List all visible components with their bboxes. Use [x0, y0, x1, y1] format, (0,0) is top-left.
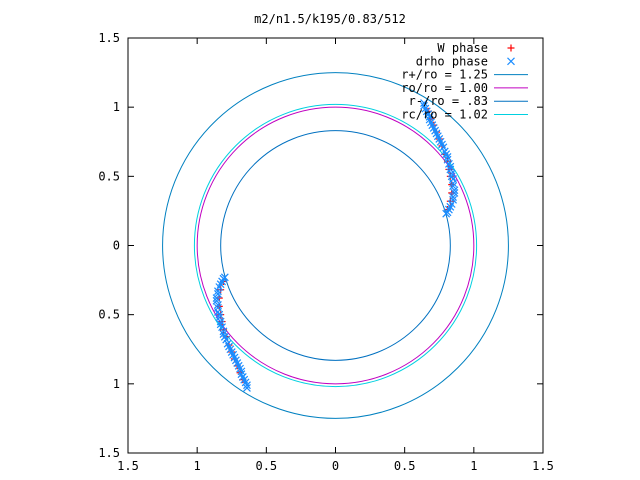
y-tick-label-3: 0: [113, 239, 120, 253]
circle-series-2: [220, 130, 451, 361]
point-1-23: [446, 165, 455, 174]
legend-label-1: drho phase: [416, 54, 488, 68]
point-1-27: [449, 179, 458, 188]
legend-label-0: W phase: [437, 41, 488, 55]
point-1-16: [439, 143, 448, 152]
x-tick-label-1: 1: [194, 459, 201, 473]
point-0-26: [217, 286, 225, 294]
point-1-54: [223, 339, 232, 348]
y-tick-label-2: 0.5: [98, 169, 120, 183]
point-0-22: [218, 318, 226, 326]
point-1-37: [442, 209, 451, 218]
point-1-60: [216, 320, 225, 329]
legend-label-2: r+/ro = 1.25: [401, 68, 488, 82]
point-1-65: [213, 303, 222, 312]
point-1-20: [443, 155, 452, 164]
point-1-58: [219, 327, 228, 336]
point-1-68: [212, 294, 221, 302]
point-0-12: [446, 197, 454, 205]
point-1-29: [450, 186, 459, 195]
x-tick-label-3: 0: [332, 459, 339, 473]
point-1-75: [220, 273, 229, 282]
point-1-19: [443, 153, 452, 161]
y-tick-label-5: 1: [113, 377, 120, 391]
point-1-66: [213, 301, 222, 309]
point-0-8: [445, 165, 453, 173]
y-tick-label-6: 1.5: [98, 446, 120, 460]
point-1-31: [449, 193, 458, 202]
point-1-70: [213, 287, 222, 296]
point-1-22: [446, 162, 455, 171]
point-1-61: [216, 317, 225, 326]
y-tick-label-4: 0.5: [98, 308, 120, 322]
y-tick-label-0: 1.5: [98, 31, 120, 45]
x-tick-label-6: 1.5: [532, 459, 554, 473]
y-tick-label-1: 1: [113, 100, 120, 114]
reference-circles: [162, 72, 509, 419]
point-1-69: [213, 289, 222, 298]
legend-label-3: ro/ro = 1.00: [401, 81, 488, 95]
point-1-32: [449, 195, 458, 204]
circle-series-0: [162, 72, 509, 419]
legend-label-4: r-/ro = .83: [409, 94, 488, 108]
point-1-67: [212, 296, 221, 305]
x-tick-label-0: 1.5: [117, 459, 139, 473]
point-1-57: [219, 330, 228, 338]
point-1-28: [449, 182, 458, 190]
legend-label-5: rc/ro = 1.02: [401, 108, 488, 122]
legend-marker-0: [507, 44, 515, 52]
x-tick-label-2: 0.5: [255, 459, 277, 473]
x-tick-label-5: 1: [470, 459, 477, 473]
circle-series-3: [193, 103, 478, 388]
circle-series-1: [196, 106, 475, 385]
chart-title: m2/n1.5/k195/0.83/512: [254, 12, 406, 26]
point-1-30: [450, 189, 459, 197]
data-points: [212, 99, 459, 392]
legend-marker-1: [507, 57, 515, 66]
x-tick-label-4: 0.5: [394, 459, 416, 473]
axis-ticks: 1.5 1 0.5 0 0.5 1 1.51.510.500.511.5: [98, 31, 554, 473]
